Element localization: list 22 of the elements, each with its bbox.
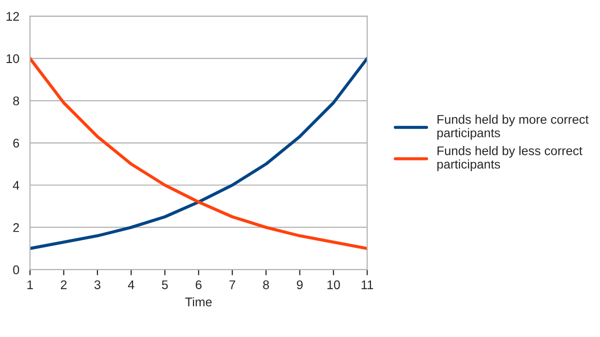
x-tick-label: 5	[162, 280, 168, 290]
x-tick-label: 3	[94, 280, 100, 290]
x-tick-label: 4	[128, 280, 134, 290]
x-tick-label: 10	[327, 280, 340, 290]
x-axis-title: Time	[185, 297, 212, 306]
y-tick-label: 2	[13, 223, 19, 232]
line-series	[30, 56, 368, 250]
x-tick-label: 8	[263, 280, 269, 290]
y-tick-label: 8	[13, 96, 20, 106]
y-tick-label: 6	[13, 138, 20, 148]
x-tick-label: 1	[27, 280, 33, 290]
x-tick-label: 11	[362, 280, 374, 290]
x-tick-label: 2	[60, 280, 67, 290]
y-tick-label: 10	[6, 54, 20, 64]
y-tick-label: 0	[13, 265, 20, 274]
legend-label: Funds held by less correct participants	[437, 146, 582, 172]
legend-label: Funds held by more correct participants	[437, 114, 589, 140]
y-tick-label: 4	[12, 181, 20, 190]
x-tick-label: 6	[196, 280, 202, 290]
x-tick-label: 7	[229, 280, 236, 290]
x-tick-label: 9	[296, 280, 303, 290]
y-tick-label: 12	[6, 12, 19, 21]
